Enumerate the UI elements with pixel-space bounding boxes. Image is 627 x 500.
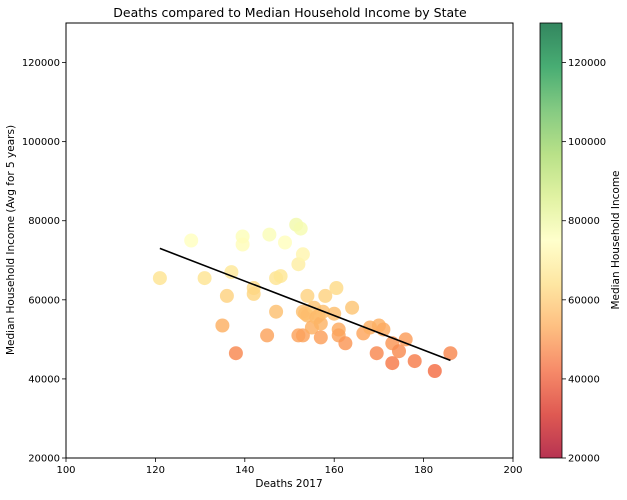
colorbar-tick-label: 20000	[568, 454, 600, 465]
data-point	[313, 316, 328, 331]
data-point	[269, 304, 284, 319]
data-point	[338, 336, 353, 351]
chart-title: Deaths compared to Median Household Inco…	[113, 5, 467, 20]
plot-frame	[65, 22, 514, 459]
data-point	[329, 281, 344, 295]
data-point	[443, 346, 458, 361]
x-tick-label: 100	[56, 465, 75, 476]
y-tick-label: 80000	[28, 216, 60, 227]
x-tick-label: 180	[414, 465, 433, 476]
data-point	[197, 271, 212, 286]
colorbar-tick-label: 80000	[568, 216, 600, 227]
colorbar	[539, 22, 563, 459]
y-axis-label: Median Household Income (Avg for 5 years…	[5, 125, 17, 355]
data-point	[246, 286, 261, 301]
data-point	[295, 328, 310, 343]
x-tick-label: 160	[325, 465, 344, 476]
data-point	[392, 344, 406, 359]
colorbar-tick-label: 40000	[568, 374, 600, 385]
trendline-group	[159, 247, 451, 362]
data-point	[273, 269, 288, 284]
data-point	[369, 346, 384, 361]
data-point	[398, 332, 413, 347]
data-point	[385, 356, 400, 371]
data-point	[260, 328, 275, 343]
y-tick-label: 40000	[28, 374, 60, 385]
data-point	[407, 354, 422, 369]
y-axis-ticks: 20000 40000 60000 80000 100000 120000	[22, 58, 66, 465]
colorbar-tick-label: 100000	[568, 137, 606, 148]
x-axis-ticks: 100 120 140 160 180 200	[56, 458, 523, 476]
data-point	[345, 300, 360, 315]
x-tick-label: 200	[503, 465, 522, 476]
colorbar-ticks: 20000 40000 60000 80000 100000 120000	[562, 58, 606, 465]
y-tick-label: 120000	[22, 58, 60, 69]
x-axis-label: Deaths 2017	[255, 478, 322, 490]
y-tick-label: 60000	[28, 295, 60, 306]
data-point	[295, 247, 310, 262]
data-point	[224, 265, 239, 280]
colorbar-tick-label: 120000	[568, 58, 606, 69]
data-point	[313, 330, 328, 345]
data-point	[215, 318, 230, 333]
colorbar-label: Median Household Income	[610, 170, 622, 309]
y-tick-label: 100000	[22, 137, 60, 148]
data-point	[318, 288, 333, 303]
data-point	[427, 364, 442, 378]
data-point	[262, 227, 277, 242]
data-point	[278, 235, 292, 250]
y-tick-label: 20000	[28, 454, 60, 465]
data-point	[293, 221, 308, 236]
data-point	[235, 237, 250, 252]
x-tick-label: 120	[146, 465, 165, 476]
data-point	[300, 288, 315, 303]
data-points	[152, 217, 458, 378]
data-point	[228, 346, 243, 361]
data-point	[184, 233, 199, 248]
x-tick-label: 140	[235, 465, 254, 476]
trendline	[159, 247, 451, 362]
data-point	[152, 271, 167, 286]
data-point	[219, 288, 234, 303]
colorbar-tick-label: 60000	[568, 295, 600, 306]
